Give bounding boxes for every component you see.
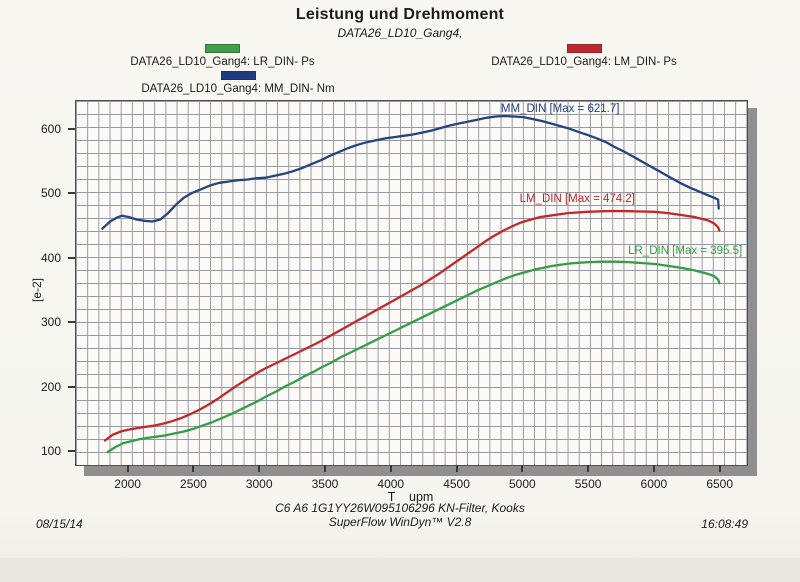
x-axis-label: T upm — [387, 490, 434, 504]
x-tick-label: 4500 — [443, 477, 470, 491]
x-tick-mark — [455, 465, 458, 472]
y-tick-mark — [68, 127, 75, 130]
x-tick-mark — [192, 465, 195, 472]
footer-software-line: SuperFlow WinDyn™ V2.8 — [328, 515, 472, 529]
x-tick-mark — [718, 465, 721, 472]
footer-vehicle-line: C6 A6 1G1YY26W095106296 KN-Filter, Kooks — [275, 501, 525, 515]
x-tick-label: 3000 — [245, 477, 273, 491]
legend-swatch-lm-din — [566, 44, 602, 53]
chart-title: Leistung und Drehmoment — [295, 6, 505, 23]
annotation-lm-din: LM_DIN [Max = 474.2] — [519, 192, 635, 205]
y-tick-mark — [68, 450, 75, 453]
y-tick-mark — [68, 256, 75, 259]
curve-lr-din — [106, 260, 721, 454]
x-tick-label: 5500 — [574, 477, 602, 491]
legend-item-mm-din: DATA26_LD10_Gang4: MM_DIN- Nm — [128, 71, 348, 95]
legend-label-mm-din: DATA26_LD10_Gang4: MM_DIN- Nm — [141, 83, 335, 95]
legend-label-lm-din: DATA26_LD10_Gang4: LM_DIN- Ps — [491, 56, 677, 68]
x-tick-label: 3500 — [311, 477, 339, 491]
x-tick-mark — [652, 465, 655, 472]
y-tick-label: 200 — [40, 379, 61, 394]
legend-item-lm-din: DATA26_LD10_Gang4: LM_DIN- Ps — [474, 44, 694, 68]
plot-drop-shadow-bottom — [84, 466, 757, 476]
x-tick-mark — [587, 465, 590, 472]
x-tick-label: 2000 — [114, 477, 141, 491]
y-tick-mark — [68, 385, 75, 388]
footer-date: 08/15/14 — [36, 517, 83, 531]
plot-drop-shadow-right — [748, 108, 757, 476]
y-tick-label: 400 — [40, 250, 61, 265]
y-tick-label: 500 — [40, 186, 61, 201]
x-tick-label: 2500 — [180, 477, 207, 491]
footer-time: 16:08:49 — [701, 517, 748, 531]
plot-area: MM_DIN [Max = 621.7] LM_DIN [Max = 474.2]… — [75, 100, 748, 466]
x-tick-mark — [521, 465, 524, 472]
x-tick-mark — [258, 465, 261, 472]
x-tick-label: 4000 — [377, 477, 405, 491]
curve-lm-din — [103, 209, 721, 442]
y-axis-label: [e-2] — [30, 277, 44, 303]
x-tick-label: 6000 — [640, 477, 668, 491]
x-tick-mark — [126, 465, 129, 472]
x-axis: 2000 2500 3000 3500 4000 4500 5000 5500 6000 6500 — [75, 464, 746, 500]
x-tick-mark — [389, 465, 392, 472]
curve-mm-din — [101, 114, 720, 230]
legend-swatch-mm-din — [220, 71, 256, 80]
legend-item-lr-din: DATA26_LD10_Gang4: LR_DIN- Ps — [130, 44, 315, 68]
legend-swatch-lr-din — [205, 44, 240, 53]
x-tick-mark — [323, 465, 326, 472]
curves-svg — [101, 114, 721, 454]
chart-subtitle: DATA26_LD10_Gang4, — [337, 26, 463, 40]
annotation-mm-din: MM_DIN [Max = 621.7] — [500, 102, 620, 115]
x-tick-label: 5000 — [508, 477, 536, 491]
y-axis: 100 200 300 400 500 600 — [0, 100, 75, 464]
legend-label-lr-din: DATA26_LD10_Gang4: LR_DIN- Ps — [130, 56, 315, 68]
y-tick-label: 600 — [40, 121, 61, 136]
y-tick-label: 300 — [40, 315, 61, 330]
y-tick-label: 100 — [40, 444, 61, 459]
annotation-lr-din: LR_DIN [Max = 395.5] — [628, 245, 743, 258]
x-tick-label: 6500 — [706, 477, 734, 491]
y-tick-mark — [68, 192, 75, 195]
scan-edge-shadow — [0, 558, 800, 582]
y-tick-mark — [68, 321, 75, 324]
